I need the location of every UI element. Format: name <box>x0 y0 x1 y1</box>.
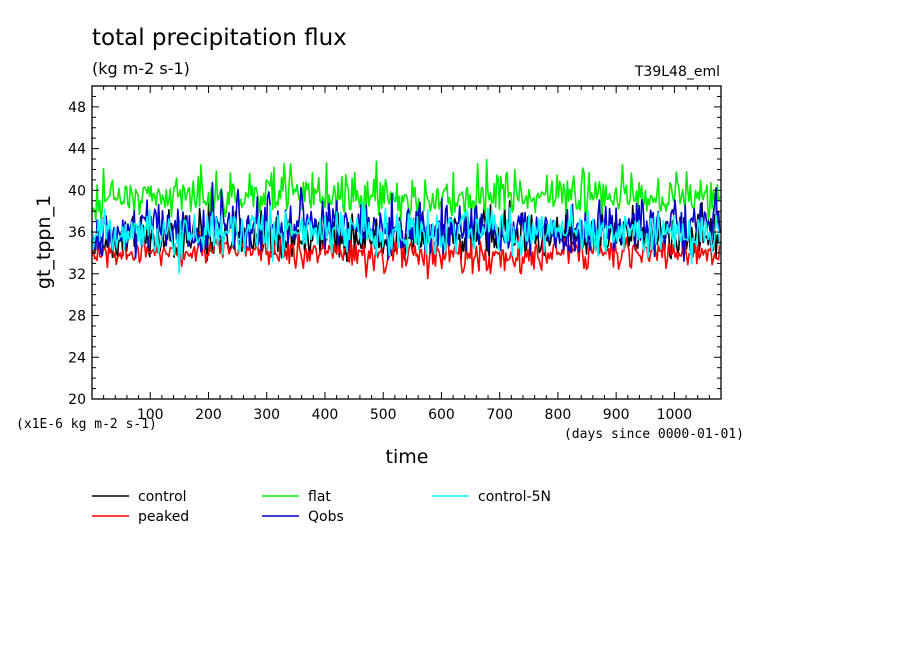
y-tick-label: 40 <box>68 183 86 199</box>
y-tick-label: 28 <box>68 309 86 325</box>
x-tick-label: 1000 <box>657 407 693 423</box>
y-scale-note: (x1E-6 kg m-2 s-1) <box>16 417 157 432</box>
series-line-control-5N <box>91 201 721 274</box>
x-tick-label: 600 <box>428 407 455 423</box>
tick-layer: 100 200 300 400 500 600 700 800 900 1000 20 24 28 32 3… <box>68 86 721 423</box>
legend-label-flat: flat <box>308 489 331 505</box>
series-layer <box>91 158 721 280</box>
x-tick-label: 900 <box>603 407 630 423</box>
x-tick-label: 200 <box>195 407 222 423</box>
x-tick-label: 400 <box>312 407 339 423</box>
x-axis-title: time <box>386 446 429 468</box>
y-axis-title: gt_tppn_1 <box>33 195 55 289</box>
legend-label-Qobs: Qobs <box>308 509 344 525</box>
series-line-Qobs <box>91 181 721 263</box>
x-tick-label: 700 <box>486 407 513 423</box>
y-tick-label: 44 <box>68 142 86 158</box>
legend-label-control: control <box>138 489 187 505</box>
legend: control peaked flat Qobs control-5N <box>92 489 551 525</box>
run-label: T39L48_eml <box>634 64 720 80</box>
chart-title: total precipitation flux <box>92 25 347 51</box>
series-line-flat <box>91 158 721 222</box>
y-tick-label: 32 <box>68 267 86 283</box>
x-tick-label: 800 <box>545 407 572 423</box>
x-tick-label: 300 <box>253 407 280 423</box>
y-tick-label: 20 <box>68 392 86 408</box>
x-tick-label: 100 <box>137 407 164 423</box>
x-tick-label: 500 <box>370 407 397 423</box>
y-tick-label: 36 <box>68 225 86 241</box>
y-tick-label: 48 <box>68 100 86 116</box>
units-label: (kg m-2 s-1) <box>92 59 190 78</box>
plot-area: 100 200 300 400 500 600 700 800 900 1000 20 24 28 32 3… <box>68 85 722 423</box>
legend-label-peaked: peaked <box>138 509 189 525</box>
x-units-note: (days since 0000-01-01) <box>564 427 744 442</box>
legend-label-control-5N: control-5N <box>478 489 551 505</box>
y-tick-label: 24 <box>68 350 86 366</box>
